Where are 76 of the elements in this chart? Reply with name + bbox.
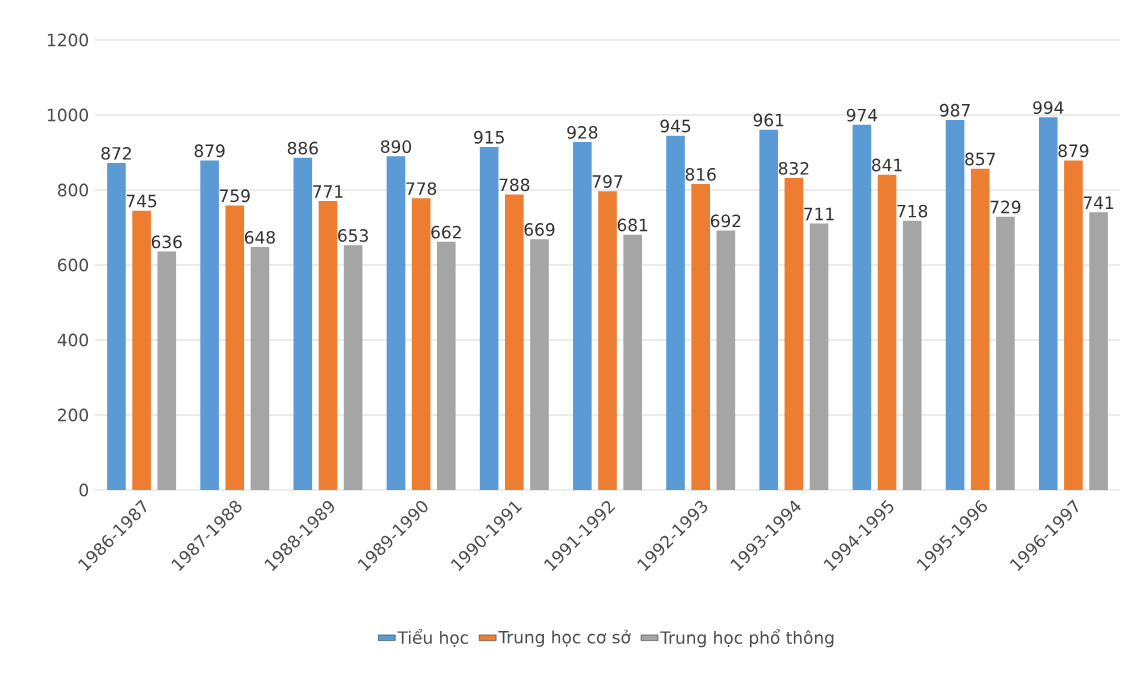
y-tick-label: 600 — [58, 258, 89, 272]
bar — [573, 142, 592, 490]
data-label: 832 — [778, 161, 809, 175]
data-label: 890 — [380, 140, 412, 154]
bar — [479, 146, 499, 490]
bar — [200, 160, 219, 490]
y-tick-label: 1200 — [47, 33, 89, 47]
data-label: 711 — [804, 207, 834, 221]
bar — [809, 223, 829, 490]
data-label: 886 — [287, 141, 318, 155]
bar — [902, 220, 922, 490]
bar — [784, 178, 804, 490]
data-label: 857 — [965, 152, 995, 166]
bar — [598, 191, 617, 490]
data-label: 945 — [660, 119, 691, 133]
bar — [691, 184, 710, 490]
y-tick-label: 200 — [58, 408, 89, 422]
bar — [250, 247, 270, 490]
bar — [1089, 212, 1108, 490]
bar — [505, 194, 524, 490]
y-tick-label: 400 — [57, 333, 89, 347]
data-label: 771 — [313, 185, 343, 198]
bar — [996, 216, 1015, 490]
bar — [877, 174, 897, 490]
bar — [945, 119, 965, 490]
data-label: 994 — [1033, 101, 1064, 115]
data-label: 718 — [897, 204, 928, 218]
bar — [1038, 117, 1058, 490]
bar — [107, 163, 126, 490]
bar — [411, 198, 431, 490]
data-label: 816 — [685, 167, 716, 181]
bar — [293, 157, 313, 490]
data-label: 797 — [592, 175, 623, 188]
bar — [716, 230, 736, 490]
data-label: 879 — [1058, 144, 1089, 158]
data-label: 879 — [194, 144, 225, 158]
legend-label: Trung học cơ sở — [498, 629, 631, 647]
bar — [225, 205, 245, 490]
data-label: 745 — [126, 194, 157, 208]
data-label: 681 — [617, 218, 648, 232]
data-label: 915 — [474, 130, 504, 144]
bar — [759, 129, 779, 490]
bar — [623, 234, 642, 490]
data-label: 741 — [1083, 196, 1114, 209]
legend-label: Trung học phổ thông — [660, 629, 834, 648]
y-tick-label: 800 — [57, 183, 89, 197]
data-label: 778 — [406, 182, 437, 196]
bar — [318, 200, 338, 490]
data-label: 759 — [220, 189, 250, 203]
data-label: 692 — [710, 214, 741, 228]
data-label: 974 — [846, 108, 878, 122]
data-label: 653 — [338, 229, 368, 242]
data-label: 788 — [499, 178, 530, 192]
bar — [852, 124, 872, 490]
y-tick-label: 1000 — [47, 108, 89, 122]
bar — [343, 245, 363, 490]
bar — [1064, 160, 1083, 490]
bar — [132, 210, 151, 490]
bar — [157, 251, 177, 490]
y-tick-label: 0 — [79, 483, 89, 497]
data-label: 987 — [939, 103, 970, 117]
data-label: 662 — [431, 225, 461, 239]
bar — [386, 156, 406, 490]
data-label: 636 — [151, 235, 182, 249]
data-label: 928 — [567, 125, 598, 139]
bar — [530, 239, 549, 490]
bar — [666, 135, 685, 490]
bar — [436, 241, 456, 490]
data-label: 648 — [244, 230, 275, 244]
data-label: 841 — [872, 158, 902, 172]
legend-label: Tiểu học — [397, 629, 468, 647]
data-label: 669 — [524, 223, 555, 236]
bar — [970, 168, 990, 490]
data-label: 729 — [990, 200, 1021, 214]
data-label: 961 — [753, 113, 784, 127]
data-label: 872 — [101, 146, 131, 160]
